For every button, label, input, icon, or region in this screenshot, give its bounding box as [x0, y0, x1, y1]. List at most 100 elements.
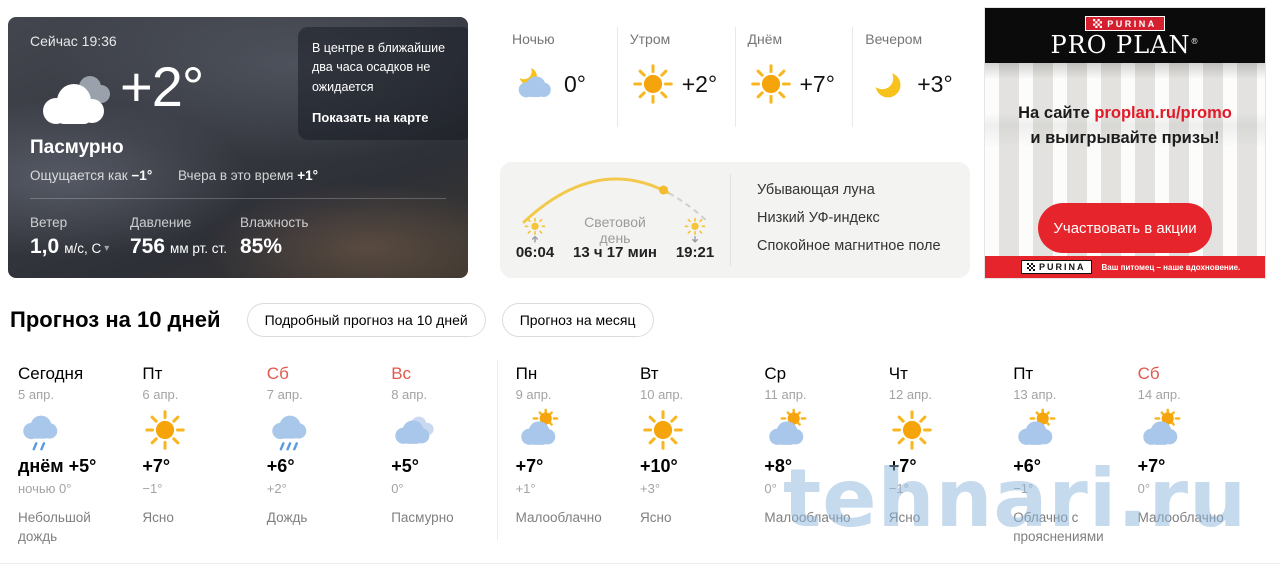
day-condition: Малооблачно [1137, 510, 1224, 525]
day-name: Вт [640, 364, 659, 383]
day-date: 8 апр. [391, 387, 428, 402]
day-date: 10 апр. [640, 387, 684, 402]
part-label: Утром [629, 31, 671, 47]
sunrise-time: 06:04 [515, 244, 555, 261]
moon-cloud-icon [512, 61, 558, 107]
column-divider [734, 27, 736, 127]
forecast-day-7[interactable]: Ср 11 апр. +8° 0° Малооблачно [764, 364, 888, 547]
day-condition: Ясно [640, 510, 672, 525]
part-of-day-1: Ночью 0° [500, 25, 617, 143]
forecast-group-divider [497, 360, 498, 540]
rain-light-icon [18, 407, 64, 453]
column-divider [852, 27, 854, 127]
day-name: Чт [888, 364, 908, 383]
day-name: Пт [142, 364, 163, 383]
current-time: Сейчас 19:36 [30, 33, 117, 49]
show-on-map-link[interactable]: Показать на карте [312, 110, 429, 126]
sunset-time: 19:21 [675, 244, 715, 261]
day-date: 12 апр. [888, 387, 932, 402]
day-name: Вс [391, 364, 412, 383]
purina-footer-logo: PURINA [1021, 260, 1092, 274]
forecast-pill-button-2[interactable]: Прогноз на месяц [501, 303, 654, 337]
current-metrics: Ветер 1,0 м/с, С ▾ Давление 756 мм рт. ст. Влаж… [30, 215, 452, 259]
forecast-pill-button-1[interactable]: Подробный прогноз на 10 дней [246, 303, 486, 337]
forecast-day-4[interactable]: Вс 8 апр. +5° 0° Пасмурно [391, 364, 515, 547]
forecast-day-5[interactable]: Пн 9 апр. +7° +1° Малооблачно [516, 364, 640, 547]
purina-checker-icon [1027, 263, 1035, 271]
moon-icon [865, 61, 911, 107]
day-name: Ср [764, 364, 787, 383]
forecast-title: Прогноз на 10 дней [10, 307, 221, 332]
astro-fact-3: Спокойное магнитное поле [757, 238, 941, 254]
metric-label: Влажность [240, 215, 309, 230]
nowcast-tooltip: В центре в ближайшие два часа осадков не… [298, 27, 468, 141]
day-date: 14 апр. [1137, 387, 1181, 402]
forecast-day-6[interactable]: Вт 10 апр. +10° +3° Ясно [640, 364, 764, 547]
day-temperature: +7° [515, 456, 544, 476]
purina-logo: PURINA [1085, 16, 1165, 31]
day-date: 9 апр. [515, 387, 552, 402]
sun-arc-block: Световой день 06:04 13 ч 17 мин 19:21 [500, 162, 730, 278]
part-label: Днём [747, 31, 783, 47]
day-temperature: +8° [764, 456, 793, 476]
sun-cloud-icon [1138, 407, 1184, 453]
day-temperature: +6° [266, 456, 295, 476]
part-temp: 0° [564, 70, 586, 97]
ad-body: На сайте proplan.ru/promo и выигрывайте … [985, 63, 1265, 256]
ad-cta-button[interactable]: Участвовать в акции [1038, 203, 1212, 253]
forecast-days: Сегодня 5 апр. днём +5° ночью 0° Небольшой д… [18, 364, 1262, 547]
astro-fact-1: Убывающая луна [757, 182, 875, 198]
sun-icon [142, 407, 188, 453]
purina-wordmark: PURINA [1107, 18, 1157, 29]
part-of-day-3: Днём +7° [736, 25, 853, 143]
card-divider [30, 198, 446, 199]
purina-footer-wordmark: PURINA [1039, 262, 1086, 272]
day-condition: Малооблачно [764, 510, 851, 525]
forecast-day-3[interactable]: Сб 7 апр. +6° +2° Дождь [267, 364, 391, 547]
metric-2: Давление 756 мм рт. ст. [130, 215, 240, 259]
night-temperature: +1° [515, 481, 536, 496]
metric-label: Давление [130, 215, 192, 230]
day-temperature: +10° [640, 456, 678, 476]
ad-text-prefix: На сайте [1018, 104, 1095, 122]
day-temperature: +7° [888, 456, 917, 476]
sun-arc-icon [522, 177, 710, 224]
page-bottom-divider [0, 563, 1280, 564]
forecast-day-2[interactable]: Пт 6 апр. +7° −1° Ясно [142, 364, 266, 547]
ad-banner-purina[interactable]: PURINA PRO PLAN® На сайте proplan.ru/pro… [985, 8, 1265, 278]
sun-cloud-icon [1013, 407, 1059, 453]
forecast-day-1[interactable]: Сегодня 5 апр. днём +5° ночью 0° Небольшой д… [18, 364, 142, 547]
sun-icon [889, 407, 935, 453]
sun-cloud-icon [764, 407, 810, 453]
night-temperature: −1° [888, 481, 909, 496]
rain-icon [267, 407, 313, 453]
forecast-day-8[interactable]: Чт 12 апр. +7° −1° Ясно [889, 364, 1013, 547]
day-condition: Облачно с прояснениями [1013, 510, 1104, 544]
parts-of-day: Ночью 0° Утром +2° Днём +7° Вечером +3° [500, 25, 970, 143]
day-condition: Ясно [142, 510, 174, 525]
metric-1: Ветер 1,0 м/с, С ▾ [30, 215, 130, 259]
purina-checker-icon [1093, 19, 1103, 28]
nowcast-text: В центре в ближайшие два часа осадков не… [312, 41, 446, 94]
current-temperature: +2° [120, 55, 204, 118]
feels-like-row: Ощущается как −1° Вчера в это время +1° [30, 168, 318, 183]
ad-promo-link[interactable]: proplan.ru/promo [1094, 104, 1232, 122]
daylight-label: Световой день [584, 214, 646, 246]
current-weather-card: Сейчас 19:36 +2° Пасмурно Ощущается как … [8, 17, 468, 278]
yesterday-value: +1° [297, 168, 318, 183]
forecast-day-10[interactable]: Сб 14 апр. +7° 0° Малооблачно [1138, 364, 1262, 547]
feels-like-label: Ощущается как [30, 168, 128, 183]
part-temp: +7° [799, 70, 835, 97]
feels-like-value: −1° [131, 168, 153, 183]
night-temperature: 0° [1137, 481, 1151, 496]
sun-icon [748, 61, 794, 107]
day-name: Пт [1013, 364, 1034, 383]
part-of-day-2: Утром +2° [618, 25, 735, 143]
metric-value: 85% [240, 235, 283, 258]
ad-tagline: Ваш питомец – наше вдохновение. [1101, 262, 1241, 272]
forecast-day-9[interactable]: Пт 13 апр. +6° −1° Облачно с прояснениями [1013, 364, 1137, 547]
day-name: Пн [515, 364, 538, 383]
day-date: 6 апр. [142, 387, 179, 402]
part-of-day-4: Вечером +3° [853, 25, 970, 143]
